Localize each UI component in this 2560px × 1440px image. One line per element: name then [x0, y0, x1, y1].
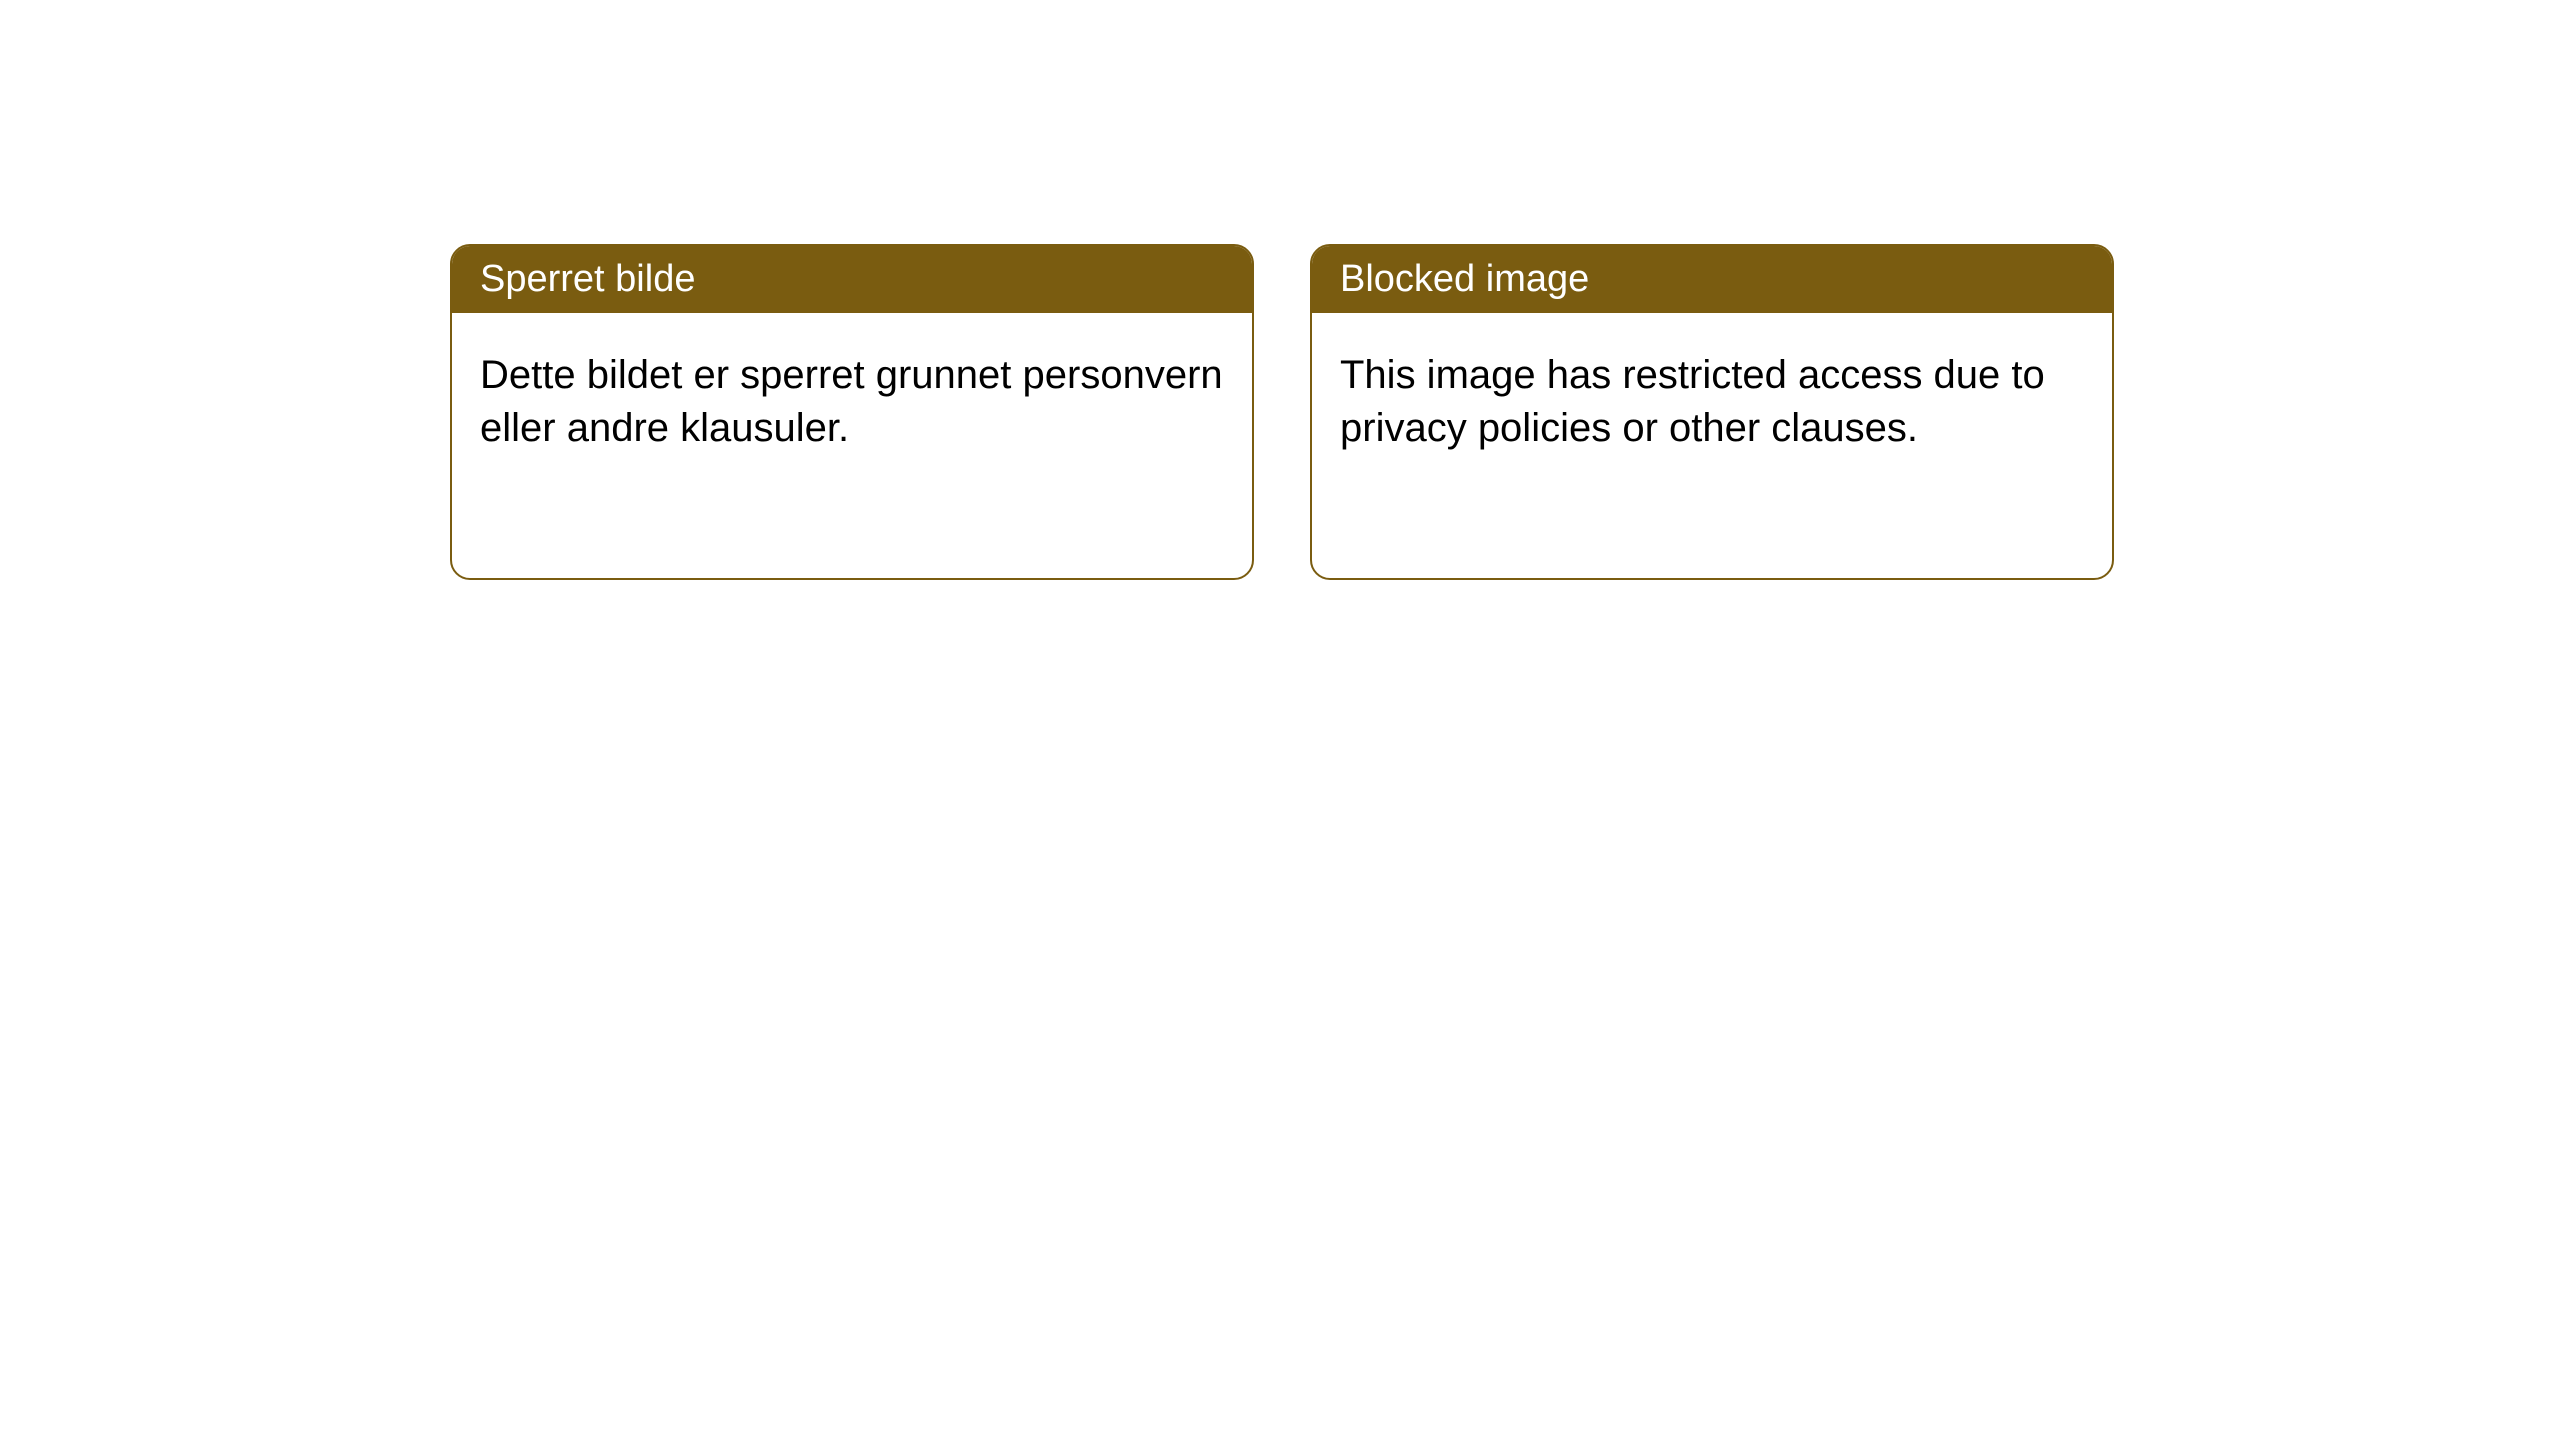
- notice-card-body: This image has restricted access due to …: [1312, 313, 2112, 491]
- notice-card-no: Sperret bilde Dette bildet er sperret gr…: [450, 244, 1254, 580]
- notice-card-title: Blocked image: [1312, 246, 2112, 313]
- notice-card-body: Dette bildet er sperret grunnet personve…: [452, 313, 1252, 491]
- notice-card-title: Sperret bilde: [452, 246, 1252, 313]
- notice-container: Sperret bilde Dette bildet er sperret gr…: [0, 0, 2560, 580]
- notice-card-en: Blocked image This image has restricted …: [1310, 244, 2114, 580]
